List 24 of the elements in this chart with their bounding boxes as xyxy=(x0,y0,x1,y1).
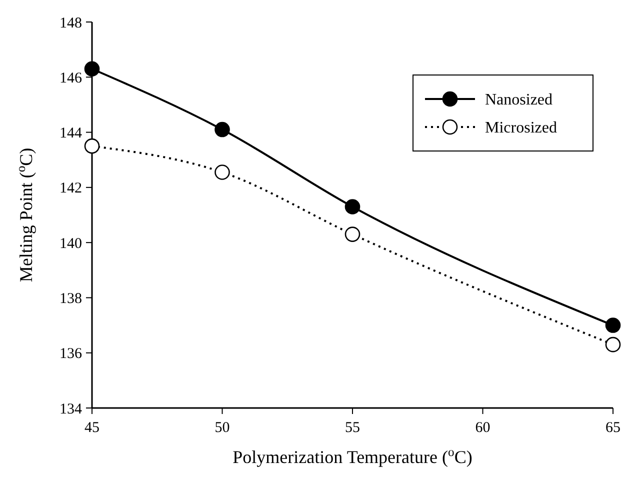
point xyxy=(344,226,360,242)
point xyxy=(214,122,230,138)
x-tick-label: 60 xyxy=(475,420,490,436)
legend-label: Microsized xyxy=(485,120,557,137)
point xyxy=(605,318,621,333)
point xyxy=(605,336,621,352)
y-tick-label: 138 xyxy=(60,290,82,307)
x-tick-label: 55 xyxy=(345,420,360,436)
point xyxy=(344,199,360,214)
x-tick-label: 65 xyxy=(606,420,620,436)
y-tick-label: 142 xyxy=(60,180,82,197)
y-tick-label: 140 xyxy=(60,236,82,252)
y-tick-label: 146 xyxy=(60,70,82,86)
x-axis-title: Polymerization Temperature ($^{o}$C) xyxy=(232,445,472,467)
point xyxy=(84,138,100,154)
point xyxy=(84,61,100,77)
point xyxy=(214,164,230,180)
x-tick-label: 50 xyxy=(214,420,230,436)
y-tick-label: 148 xyxy=(60,15,82,32)
y-tick-label: 144 xyxy=(60,126,82,142)
x-tick-label: 45 xyxy=(84,420,100,436)
y-tick-label: 134 xyxy=(60,401,82,418)
legend-label: Nanosized xyxy=(485,92,553,109)
y-tick-label: 136 xyxy=(60,346,82,362)
